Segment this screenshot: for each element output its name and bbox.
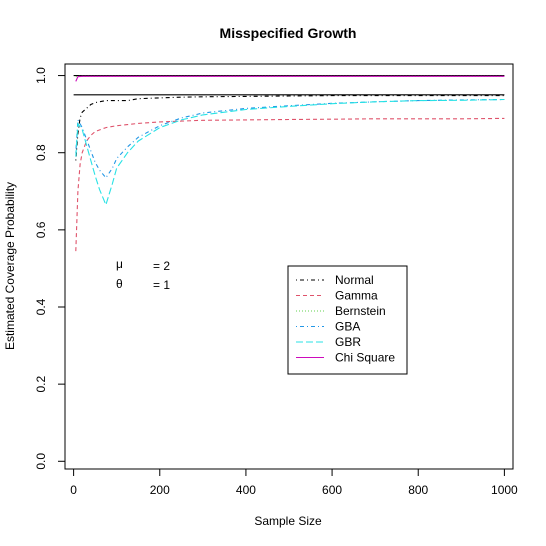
x-tick-label: 200 bbox=[150, 483, 170, 497]
legend-box bbox=[287, 265, 408, 375]
y-axis: 0.0 0.2 0.4 0.6 0.8 1.0 bbox=[34, 67, 66, 470]
legend-label: Bernstein bbox=[335, 304, 386, 318]
legend-label: Gamma bbox=[335, 289, 378, 303]
y-axis-title: Estimated Coverage Probability bbox=[3, 182, 17, 350]
reference-lines bbox=[73, 75, 505, 96]
series-line-gbr bbox=[75, 98, 505, 207]
legend-label: GBA bbox=[335, 320, 360, 334]
legend-label: Normal bbox=[335, 273, 374, 287]
legend-label: GBR bbox=[335, 335, 361, 349]
y-tick-label: 1.0 bbox=[34, 67, 48, 84]
y-tick-label: 0.6 bbox=[34, 221, 48, 238]
x-tick-label: 800 bbox=[408, 483, 428, 497]
y-tick-label: 0.2 bbox=[34, 375, 48, 392]
chart-title: Misspecified Growth bbox=[220, 25, 357, 41]
legend-label: Chi Square bbox=[335, 351, 395, 365]
series-line-chi-square bbox=[75, 75, 505, 82]
series-lines bbox=[75, 75, 505, 252]
x-tick-label: 1000 bbox=[491, 483, 518, 497]
x-tick-label: 0 bbox=[70, 483, 77, 497]
theta-value: = 1 bbox=[153, 278, 170, 292]
x-axis-title: Sample Size bbox=[254, 514, 322, 528]
mu-symbol: μ bbox=[116, 257, 123, 271]
theta-symbol: θ bbox=[116, 277, 123, 291]
x-tick-label: 600 bbox=[322, 483, 342, 497]
x-axis: 0 200 400 600 800 1000 bbox=[70, 468, 518, 497]
mu-value: = 2 bbox=[153, 259, 170, 273]
series-line-normal bbox=[75, 95, 505, 161]
y-tick-label: 0.8 bbox=[34, 144, 48, 161]
y-tick-label: 0.4 bbox=[34, 298, 48, 315]
annotations: μ = 2 θ = 1 bbox=[116, 257, 170, 292]
series-line-gamma bbox=[75, 117, 505, 252]
x-tick-label: 400 bbox=[236, 483, 256, 497]
y-tick-label: 0.0 bbox=[34, 453, 48, 470]
